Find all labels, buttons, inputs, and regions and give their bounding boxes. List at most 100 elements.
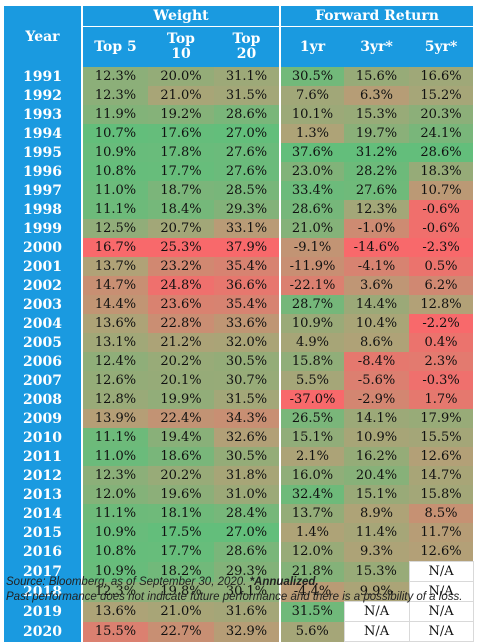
weight-top-20-cell: 31.6% — [214, 601, 282, 622]
forward-3yr-cell: 28.2% — [344, 162, 410, 181]
forward-1yr-cell: 13.7% — [280, 504, 345, 523]
weight-top-10-cell: 20.1% — [148, 371, 214, 390]
year-cell: 2014 — [4, 504, 83, 523]
table-row: 2003 14.4% 23.6% 35.4% 28.7% 14.4% 12.8% — [4, 295, 474, 314]
forward-1yr-cell: -4.4% — [280, 581, 345, 602]
source-note: Source: Bloomberg, as of September 30, 2… — [6, 575, 476, 590]
weight-top-10-cell: 19.8% — [148, 581, 214, 602]
weight-top-10-cell: 18.1% — [148, 504, 214, 523]
weight-top-5-cell: 10.9% — [82, 561, 148, 582]
year-cell: 2009 — [4, 409, 83, 428]
weight-top-20-cell: 32.6% — [214, 428, 282, 447]
table-row: 1991 12.3% 20.0% 31.1% 30.5% 15.6% 16.6% — [4, 67, 474, 86]
forward-3yr-cell: 3.6% — [344, 276, 410, 295]
weight-top-10-cell: 17.8% — [148, 143, 214, 162]
table-row: 2002 14.7% 24.8% 36.6% -22.1% 3.6% 6.2% — [4, 276, 474, 295]
table-row: 2018 12.3% 19.8% 30.1% -4.4% 9.9% N/A — [4, 581, 474, 602]
forward-3yr-header: 3yr* — [344, 26, 410, 67]
weight-top-5-cell: 11.0% — [82, 447, 148, 466]
year-cell: 2018 — [4, 581, 83, 602]
weight-top-10-header: Top 10 — [148, 26, 214, 67]
forward-5yr-cell: -0.6% — [409, 219, 474, 238]
weight-top-5-cell: 12.4% — [82, 352, 148, 371]
data-table-container: Year Weight Forward Return Top 5 Top 10 Top… — [4, 6, 474, 642]
weight-top-10-cell: 17.5% — [148, 523, 214, 542]
forward-1yr-cell: 5.6% — [280, 621, 345, 642]
weight-top-10-cell: 17.6% — [148, 124, 214, 143]
year-cell: 2006 — [4, 352, 83, 371]
weight-top-10-cell: 21.2% — [148, 333, 214, 352]
source-text: Source: Bloomberg, as of September 30, 2… — [6, 576, 250, 588]
year-cell: 2002 — [4, 276, 83, 295]
table-row: 2012 12.3% 20.2% 31.8% 16.0% 20.4% 14.7% — [4, 466, 474, 485]
weight-top-5-cell: 12.3% — [82, 581, 148, 602]
forward-1yr-cell: 21.8% — [280, 561, 345, 582]
year-cell: 2012 — [4, 466, 83, 485]
year-cell: 2020 — [4, 621, 83, 642]
forward-5yr-cell: 12.6% — [409, 542, 474, 562]
weight-top-5-cell: 13.6% — [82, 601, 148, 622]
forward-1yr-cell: 10.1% — [280, 105, 345, 124]
table-row: 2004 13.6% 22.8% 33.6% 10.9% 10.4% -2.2% — [4, 314, 474, 333]
table-row: 2014 11.1% 18.1% 28.4% 13.7% 8.9% 8.5% — [4, 504, 474, 523]
weight-top-10-cell: 20.0% — [148, 67, 214, 86]
weight-top-10-cell: 17.7% — [148, 162, 214, 181]
forward-3yr-cell: 11.4% — [344, 523, 410, 542]
weight-top-10-cell: 22.4% — [148, 409, 214, 428]
weight-top-10-cell: 18.7% — [148, 181, 214, 200]
weight-top-5-cell: 11.1% — [82, 428, 148, 447]
weight-top-20-cell: 33.6% — [214, 314, 282, 333]
year-cell: 2005 — [4, 333, 83, 352]
weight-top-10-cell: 19.2% — [148, 105, 214, 124]
year-cell: 1995 — [4, 143, 83, 162]
forward-1yr-cell: 12.0% — [280, 542, 345, 562]
annualized-note: *Annualized. — [249, 576, 319, 588]
weight-top-20-cell: 31.1% — [214, 67, 282, 86]
table-body: 1991 12.3% 20.0% 31.1% 30.5% 15.6% 16.6% 1992 12… — [4, 67, 474, 642]
forward-5yr-cell: N/A — [408, 581, 474, 602]
forward-1yr-cell: 7.6% — [280, 86, 345, 105]
year-cell: 2013 — [4, 485, 83, 504]
forward-3yr-cell: 9.9% — [344, 581, 410, 602]
forward-1yr-header: 1yr — [280, 26, 345, 67]
table-row: 2010 11.1% 19.4% 32.6% 15.1% 10.9% 15.5% — [4, 428, 474, 447]
year-cell: 2008 — [4, 390, 83, 409]
forward-5yr-cell: 12.6% — [409, 447, 474, 466]
weight-top-10-cell: 19.6% — [148, 485, 214, 504]
table-row: 2008 12.8% 19.9% 31.5% -37.0% -2.9% 1.7% — [4, 390, 474, 409]
forward-3yr-cell: -2.9% — [344, 390, 410, 409]
weight-top-5-cell: 10.9% — [82, 523, 148, 542]
weight-top-10-cell: 22.8% — [148, 314, 214, 333]
disclaimer-text: Past performance does not indicate futur… — [6, 591, 463, 603]
table-row: 1996 10.8% 17.7% 27.6% 23.0% 28.2% 18.3% — [4, 162, 474, 181]
forward-5yr-cell: -2.3% — [409, 238, 474, 257]
year-cell: 2003 — [4, 295, 83, 314]
forward-1yr-cell: 5.5% — [280, 371, 345, 390]
footnote: Source: Bloomberg, as of September 30, 2… — [6, 575, 476, 605]
forward-5yr-cell: 28.6% — [409, 143, 474, 162]
weight-top-20-cell: 34.3% — [214, 409, 282, 428]
forward-5yr-cell: -0.6% — [409, 200, 474, 219]
weight-top-5-cell: 12.5% — [82, 219, 148, 238]
weight-top-5-cell: 16.7% — [82, 238, 148, 257]
weight-top-20-cell: 37.9% — [214, 238, 282, 257]
weight-top-20-cell: 27.0% — [214, 523, 282, 542]
forward-5yr-cell: 20.3% — [409, 105, 474, 124]
year-cell: 2017 — [4, 561, 83, 582]
forward-1yr-cell: 37.6% — [280, 143, 345, 162]
forward-3yr-cell: 27.6% — [344, 181, 410, 200]
year-cell: 2015 — [4, 523, 83, 542]
weight-top-20-cell: 28.6% — [214, 105, 282, 124]
weight-top-5-cell: 14.7% — [82, 276, 148, 295]
weight-top-5-cell: 11.9% — [82, 105, 148, 124]
forward-5yr-cell: -0.3% — [409, 371, 474, 390]
forward-1yr-cell: 23.0% — [280, 162, 345, 181]
year-cell: 2004 — [4, 314, 83, 333]
forward-1yr-cell: 10.9% — [280, 314, 345, 333]
weight-top-5-header: Top 5 — [82, 26, 148, 67]
year-cell: 2000 — [4, 238, 83, 257]
year-cell: 2016 — [4, 542, 83, 562]
forward-1yr-cell: 4.9% — [280, 333, 345, 352]
year-cell: 1998 — [4, 200, 83, 219]
forward-3yr-cell: 15.3% — [344, 561, 410, 582]
